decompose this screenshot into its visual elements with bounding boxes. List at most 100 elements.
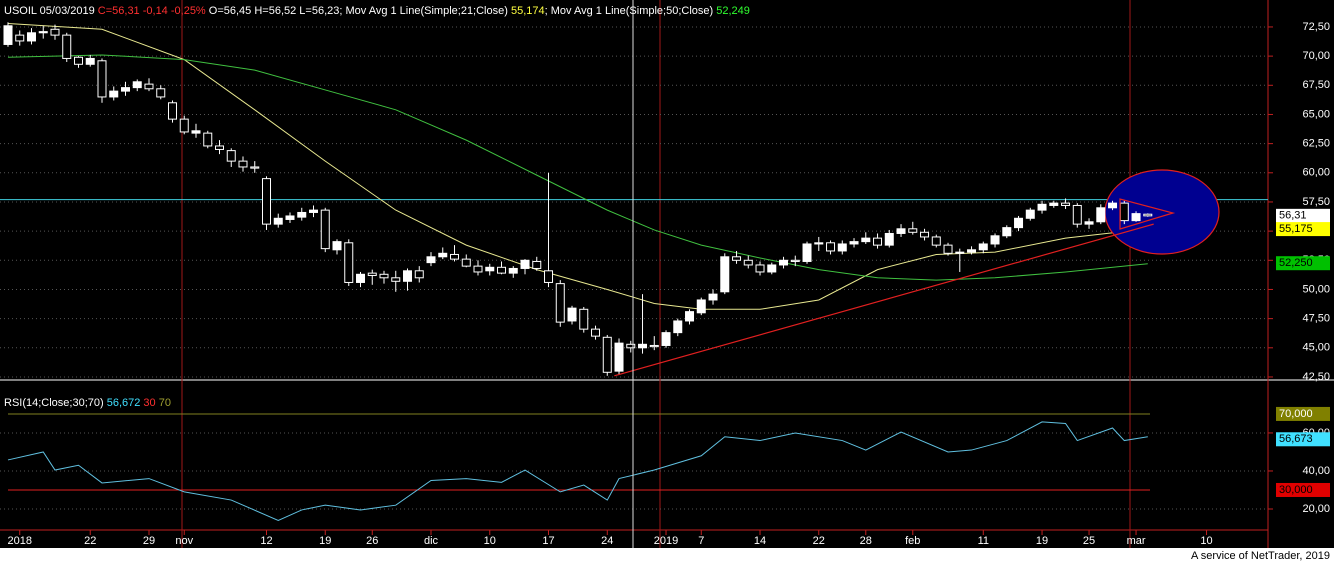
- candle-body: [884, 232, 894, 246]
- candle-body: [156, 88, 166, 98]
- candle-body: [1072, 204, 1082, 225]
- candle-body: [1061, 202, 1071, 206]
- candle-body: [132, 81, 142, 89]
- header-part: 56,672: [107, 397, 141, 409]
- candle-body: [767, 264, 777, 273]
- candle-body: [779, 259, 789, 266]
- candle-body: [26, 32, 36, 42]
- x-tick-label: feb: [905, 535, 920, 547]
- x-tick-label: 17: [542, 535, 554, 547]
- candle-body: [626, 343, 636, 349]
- x-tick-label: nov: [175, 535, 193, 547]
- y-tick-label: 62,50: [1302, 138, 1330, 150]
- candle-body: [873, 237, 883, 246]
- y-tick-label: 50,00: [1302, 283, 1330, 295]
- candle-body: [908, 228, 918, 233]
- candle-body: [826, 242, 836, 252]
- y-tick-label: 57,50: [1302, 196, 1330, 208]
- value-tag: [1276, 208, 1330, 223]
- candle-body: [837, 243, 847, 252]
- header-part: RSI(14;Close;30;70): [4, 397, 107, 409]
- candle-body: [1143, 213, 1153, 217]
- candle-body: [861, 237, 871, 243]
- value-tag: [1276, 482, 1330, 497]
- candle-body: [990, 235, 1000, 245]
- candle-body: [602, 336, 612, 373]
- footer: A service of NetTrader, 2019: [1191, 550, 1330, 562]
- candle-body: [802, 243, 812, 262]
- value-tag-label: 55,175: [1279, 223, 1313, 235]
- triangle-annotation: [1119, 198, 1176, 230]
- candle-body: [1131, 213, 1141, 222]
- candle-body: [332, 241, 342, 251]
- value-tag-label: 30,000: [1279, 484, 1313, 496]
- candle-body: [814, 242, 824, 245]
- x-tick-label: 25: [1083, 535, 1095, 547]
- candle-body: [967, 249, 977, 253]
- candle-body: [755, 264, 765, 273]
- candle-body: [497, 266, 507, 274]
- candle-body: [62, 34, 72, 59]
- candle-body: [485, 266, 495, 272]
- x-tick-label: 2019: [654, 535, 678, 547]
- header-part: 52,249: [716, 5, 750, 17]
- candle-body: [297, 211, 307, 218]
- candle-body: [955, 251, 965, 254]
- candle-body: [696, 299, 706, 314]
- header-part: 30: [140, 397, 155, 409]
- y-tick-label: 40,00: [1302, 465, 1330, 477]
- candle-body: [614, 342, 624, 372]
- candle-body: [344, 242, 354, 283]
- candle-body: [508, 267, 518, 274]
- candle-body: [920, 231, 930, 238]
- y-tick-label: 47,50: [1302, 313, 1330, 325]
- y-tick-label: 42,50: [1302, 371, 1330, 383]
- value-tag: [1276, 222, 1330, 237]
- candle-body: [544, 270, 554, 283]
- x-tick-label: 24: [601, 535, 613, 547]
- candle-body: [167, 102, 177, 120]
- candle-body: [931, 236, 941, 246]
- header-part: USOIL 05/03/2019: [4, 5, 98, 17]
- value-tag: [1276, 432, 1330, 447]
- candle-body: [1084, 221, 1094, 225]
- candle-body: [226, 150, 236, 162]
- candle-body: [555, 283, 565, 323]
- candle-body: [473, 265, 483, 273]
- x-tick-label: 12: [260, 535, 272, 547]
- candle-body: [3, 25, 13, 45]
- candle-body: [1108, 202, 1118, 209]
- candle-body: [73, 56, 83, 65]
- candle-body: [38, 31, 48, 34]
- candle-body: [356, 273, 366, 283]
- candle-body: [179, 118, 189, 133]
- candle-body: [391, 277, 401, 282]
- x-tick-label: 28: [860, 535, 872, 547]
- candle-body: [367, 272, 377, 276]
- x-tick-label: 22: [84, 535, 96, 547]
- candle-body: [262, 178, 272, 225]
- candle-body: [1037, 203, 1047, 211]
- rsi-line: [7, 421, 1148, 521]
- candle-body: [109, 90, 119, 98]
- candle-body: [720, 256, 730, 293]
- candle-body: [567, 307, 577, 322]
- candle-body: [320, 209, 330, 250]
- x-tick-label: 22: [813, 535, 825, 547]
- candle-body: [426, 256, 436, 264]
- rsi-header: RSI(14;Close;30;70) 56,672 30 70: [4, 397, 171, 409]
- candle-body: [450, 253, 460, 260]
- candle-body: [15, 34, 25, 42]
- header-part: 55,174: [511, 5, 545, 17]
- header-part: C=56,31 -0,14 -0,25%: [98, 5, 206, 17]
- x-tick-label: 10: [1200, 535, 1212, 547]
- candle-body: [661, 332, 671, 346]
- candle-body: [532, 260, 542, 269]
- x-tick-label: 19: [1036, 535, 1048, 547]
- y-tick-label: 65,00: [1302, 108, 1330, 120]
- value-tag-label: 70,000: [1279, 408, 1313, 420]
- moving-average: [7, 22, 1148, 310]
- candle-body: [85, 57, 95, 65]
